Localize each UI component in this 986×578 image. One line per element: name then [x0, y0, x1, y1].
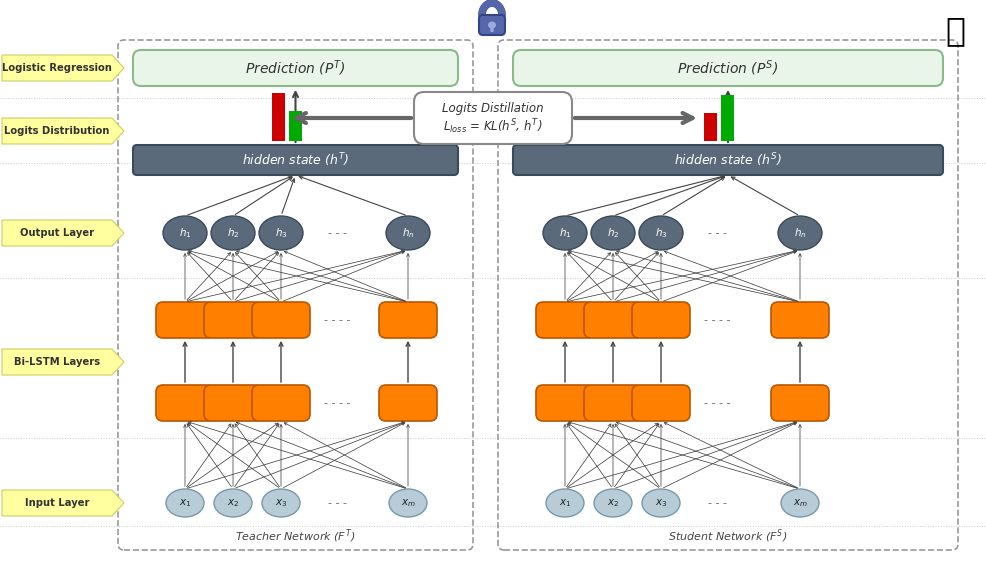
Ellipse shape [211, 216, 254, 250]
FancyBboxPatch shape [770, 302, 828, 338]
Ellipse shape [388, 489, 427, 517]
Text: Output Layer: Output Layer [20, 228, 94, 238]
Text: - - - -: - - - - [323, 315, 350, 325]
Polygon shape [489, 25, 494, 32]
Ellipse shape [487, 21, 496, 28]
FancyBboxPatch shape [631, 302, 689, 338]
Text: Prediction ($P^T$): Prediction ($P^T$) [245, 58, 346, 78]
FancyBboxPatch shape [535, 302, 594, 338]
Text: $x_m$: $x_m$ [792, 497, 807, 509]
FancyBboxPatch shape [156, 385, 214, 421]
Text: $h_n$: $h_n$ [401, 226, 414, 240]
FancyBboxPatch shape [379, 302, 437, 338]
FancyBboxPatch shape [535, 385, 594, 421]
Ellipse shape [777, 216, 821, 250]
Text: Logits Distribution: Logits Distribution [4, 126, 109, 136]
Bar [271, 93, 284, 141]
Text: $x_3$: $x_3$ [654, 497, 667, 509]
Text: $x_2$: $x_2$ [227, 497, 239, 509]
Ellipse shape [258, 216, 303, 250]
FancyBboxPatch shape [770, 385, 828, 421]
FancyBboxPatch shape [379, 385, 437, 421]
Ellipse shape [163, 216, 207, 250]
Bar [288, 111, 301, 141]
Text: - - -: - - - [327, 498, 346, 508]
Text: $x_3$: $x_3$ [274, 497, 287, 509]
Bar [720, 95, 734, 141]
Ellipse shape [638, 216, 682, 250]
Text: Input Layer: Input Layer [25, 498, 89, 508]
Text: $h_2$: $h_2$ [606, 226, 618, 240]
Text: Logits Distillation: Logits Distillation [442, 102, 543, 114]
Text: $h_3$: $h_3$ [654, 226, 667, 240]
FancyBboxPatch shape [133, 50, 458, 86]
FancyBboxPatch shape [513, 50, 942, 86]
FancyBboxPatch shape [513, 145, 942, 175]
FancyBboxPatch shape [584, 385, 641, 421]
Polygon shape [2, 490, 124, 516]
Text: 🔥: 🔥 [944, 14, 964, 47]
Text: $x_m$: $x_m$ [400, 497, 415, 509]
FancyBboxPatch shape [156, 302, 214, 338]
Ellipse shape [545, 489, 584, 517]
Text: hidden state ($h^S$): hidden state ($h^S$) [673, 151, 781, 169]
Text: - - -: - - - [707, 228, 726, 238]
FancyBboxPatch shape [251, 302, 310, 338]
FancyBboxPatch shape [631, 385, 689, 421]
Polygon shape [2, 349, 124, 375]
FancyBboxPatch shape [133, 145, 458, 175]
Ellipse shape [214, 489, 251, 517]
FancyBboxPatch shape [204, 302, 261, 338]
Bar [703, 113, 716, 141]
Text: Prediction ($P^S$): Prediction ($P^S$) [676, 58, 778, 78]
FancyBboxPatch shape [584, 302, 641, 338]
Ellipse shape [641, 489, 679, 517]
Text: $x_2$: $x_2$ [606, 497, 618, 509]
FancyBboxPatch shape [204, 385, 261, 421]
Ellipse shape [594, 489, 631, 517]
Text: $h_n$: $h_n$ [793, 226, 806, 240]
Ellipse shape [780, 489, 818, 517]
Ellipse shape [386, 216, 430, 250]
Text: Logistic Regression: Logistic Regression [2, 63, 111, 73]
Text: $x_1$: $x_1$ [178, 497, 191, 509]
Text: $h_1$: $h_1$ [558, 226, 571, 240]
Polygon shape [2, 220, 124, 246]
Text: - - - -: - - - - [323, 398, 350, 408]
Text: Bi-LSTM Layers: Bi-LSTM Layers [14, 357, 100, 367]
Text: hidden state ($h^T$): hidden state ($h^T$) [242, 151, 349, 169]
FancyBboxPatch shape [413, 92, 572, 144]
Text: - - - -: - - - - [703, 315, 730, 325]
Text: $h_3$: $h_3$ [274, 226, 287, 240]
Text: $h_2$: $h_2$ [227, 226, 239, 240]
Text: Student Network ($F^S$): Student Network ($F^S$) [668, 527, 787, 545]
Text: $h_1$: $h_1$ [178, 226, 191, 240]
Polygon shape [2, 118, 124, 144]
Text: - - -: - - - [707, 498, 726, 508]
Ellipse shape [591, 216, 634, 250]
Text: $x_1$: $x_1$ [558, 497, 571, 509]
FancyBboxPatch shape [251, 385, 310, 421]
Text: - - - -: - - - - [703, 398, 730, 408]
Text: $L_{loss}$ = KL($h^S$, $h^T$): $L_{loss}$ = KL($h^S$, $h^T$) [443, 118, 542, 136]
Polygon shape [2, 55, 124, 81]
Ellipse shape [542, 216, 587, 250]
Ellipse shape [166, 489, 204, 517]
Text: Teacher Network ($F^T$): Teacher Network ($F^T$) [235, 527, 355, 545]
Ellipse shape [261, 489, 300, 517]
Text: - - -: - - - [327, 228, 346, 238]
FancyBboxPatch shape [478, 15, 505, 35]
